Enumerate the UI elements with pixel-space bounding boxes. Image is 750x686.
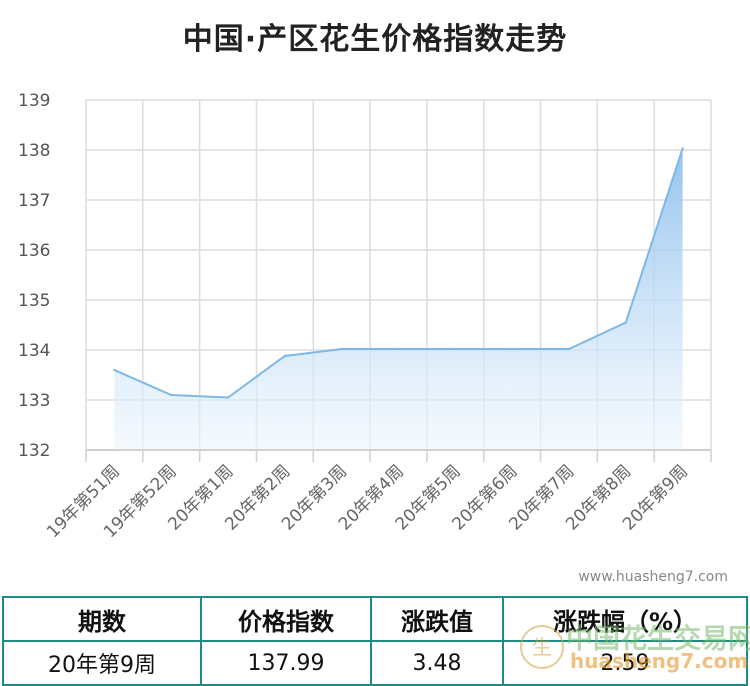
y-tick-labels: 132 133 134 135 136 137 138 139	[18, 91, 50, 461]
axis-layer	[85, 449, 712, 462]
summary-table: 期数 价格指数 涨跌值 涨跌幅（%） 20年第9周 137.99 3.48 2.…	[2, 596, 748, 686]
chart-title: 中国·产区花生价格指数走势	[182, 22, 568, 57]
data-point-4	[283, 354, 287, 358]
y-tick-label: 132	[18, 441, 50, 461]
header-price-index: 价格指数	[200, 596, 372, 642]
cell-price-index: 137.99	[200, 640, 372, 686]
y-tick-label: 134	[18, 341, 50, 361]
cell-change-percent: 2.59	[502, 640, 748, 686]
y-tick-label: 138	[18, 141, 50, 161]
data-point-3	[226, 396, 230, 399]
y-tick-label: 139	[18, 91, 50, 111]
data-point-6	[397, 347, 400, 351]
data-point-1	[113, 368, 116, 372]
price-index-chart: 132 133 134 135 136 137 138 139 19年第51周19年第52周2…	[18, 91, 712, 542]
data-point-7	[454, 347, 457, 351]
data-point-8	[510, 347, 514, 351]
data-point-10	[624, 321, 627, 324]
data-point-5	[340, 347, 343, 351]
source-text: www.huasheng7.com	[578, 569, 728, 585]
header-change-percent: 涨跌幅（%）	[502, 596, 748, 642]
table-row: 20年第9周 137.99 3.48 2.59	[2, 640, 748, 686]
data-point-9	[567, 347, 571, 351]
y-tick-label: 135	[18, 291, 50, 311]
cell-change-value: 3.48	[370, 640, 504, 686]
cell-period: 20年第9周	[2, 640, 202, 686]
y-tick-label: 137	[18, 191, 50, 211]
header-period: 期数	[2, 596, 202, 642]
y-tick-label: 133	[18, 391, 50, 411]
data-point-11	[681, 147, 684, 150]
table-header-row: 期数 价格指数 涨跌值 涨跌幅（%）	[2, 596, 748, 642]
area-layer	[113, 147, 684, 450]
x-tick-labels: 19年第51周19年第52周20年第1周20年第2周20年第3周20年第4周20…	[43, 461, 692, 542]
y-tick-label: 136	[18, 241, 50, 261]
header-change-value: 涨跌值	[370, 596, 504, 642]
series-area	[114, 148, 683, 450]
data-point-2	[170, 393, 173, 397]
